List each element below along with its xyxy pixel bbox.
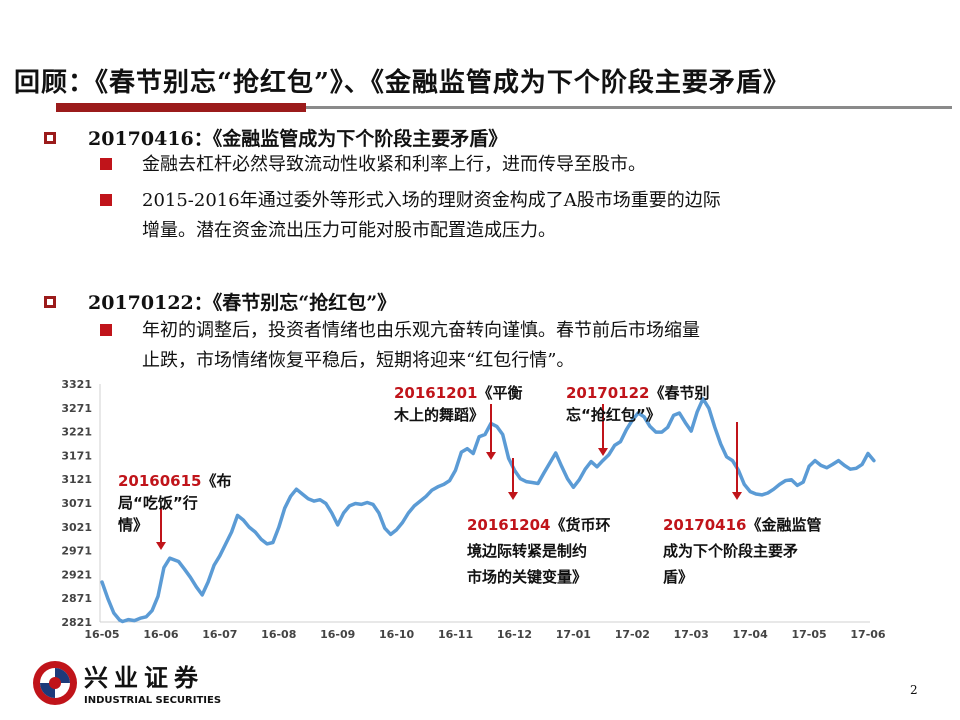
- y-tick-labels: 2821 2871 2921 2971 3021 3071 3121 3171 3221 3271…: [61, 378, 92, 629]
- company-logo: 兴业证券 INDUSTRIAL SECURITIES: [33, 661, 221, 706]
- x-tick-label: 16-09: [320, 628, 355, 641]
- annotation-line: 忘“抢红包”》: [566, 406, 661, 424]
- y-tick-label: 3121: [61, 473, 92, 486]
- y-tick-label: 3071: [61, 497, 92, 510]
- bullet-item: 2015-2016年通过委外等形式入场的理财资金构成了A股市场重要的边际 增量。…: [100, 186, 721, 246]
- annotation-line: 20161201《平衡: [394, 384, 523, 402]
- index-line-chart: 2821 2871 2921 2971 3021 3071 3121 3171 3221 3271…: [61, 378, 886, 641]
- bullet-text: 年初的调整后，投资者情绪也由乐观亢奋转向谨慎。春节前后市场缩量: [142, 320, 700, 341]
- x-tick-label: 16-06: [143, 628, 179, 641]
- y-tick-label: 3221: [61, 426, 92, 439]
- bullet-text: 增量。潜在资金流出压力可能对股市配置造成压力。: [142, 220, 556, 241]
- annotation-arrowhead: [598, 448, 608, 456]
- hollow-square-bullet-icon: [44, 132, 56, 144]
- x-tick-label: 16-11: [438, 628, 473, 641]
- annotation-arrowhead: [508, 492, 518, 500]
- x-tick-label: 17-02: [615, 628, 650, 641]
- section-heading-1: 20170416：《金融监管成为下个阶段主要矛盾》: [44, 124, 507, 151]
- x-tick-label: 17-04: [733, 628, 769, 641]
- filled-square-bullet-icon: [100, 194, 112, 206]
- hollow-square-bullet-icon: [44, 296, 56, 308]
- y-tick-label: 3021: [61, 521, 92, 534]
- annotation-line: 市场的关键变量》: [467, 568, 587, 586]
- annotation-line: 境边际转紧是制约: [467, 542, 587, 560]
- annotation-arrows: [156, 404, 742, 550]
- y-tick-label: 2921: [61, 568, 92, 581]
- logo-name-cn: 兴业证券: [84, 664, 204, 692]
- y-tick-label: 3321: [61, 378, 92, 391]
- x-tick-label: 17-03: [674, 628, 709, 641]
- annotation-line: 20170122《春节别: [566, 384, 710, 402]
- bullet-text: 金融去杠杆必然导致流动性收紧和利率上行，进而传导至股市。: [142, 154, 646, 175]
- annotation-line: 情》: [118, 516, 148, 534]
- annotation-line: 20161204《货币环: [467, 516, 611, 534]
- x-tick-label: 17-06: [850, 628, 886, 641]
- page-number: 2: [910, 683, 918, 697]
- annotation-arrowhead: [156, 542, 166, 550]
- title-accent-bar: [56, 103, 306, 112]
- page-title: 回顾：《春节别忘“抢红包”》、《金融监管成为下个阶段主要矛盾》: [14, 68, 790, 98]
- bullet-item: 年初的调整后，投资者情绪也由乐观亢奋转向谨慎。春节前后市场缩量 止跌，市场情绪恢…: [100, 316, 700, 376]
- y-tick-label: 2821: [61, 616, 92, 629]
- annotation-line: 20160615《布: [118, 472, 232, 490]
- section-heading-2: 20170122：《春节别忘“抢红包”》: [44, 288, 396, 315]
- y-tick-label: 2871: [61, 592, 92, 605]
- annotation-line: 盾》: [663, 568, 693, 586]
- annotation-line: 20170416《金融监管: [663, 516, 822, 534]
- section-heading-text: 20170416：《金融监管成为下个阶段主要矛盾》: [88, 128, 508, 150]
- y-tick-label: 3171: [61, 449, 92, 462]
- y-tick-label: 3271: [61, 402, 92, 415]
- y-tick-label: 2971: [61, 545, 92, 558]
- title-divider: [56, 106, 952, 109]
- x-tick-label: 17-01: [556, 628, 591, 641]
- x-tick-label: 16-07: [202, 628, 237, 641]
- x-tick-label: 17-05: [791, 628, 826, 641]
- series-line: [100, 397, 876, 624]
- bullet-text: 2015-2016年通过委外等形式入场的理财资金构成了A股市场重要的边际: [142, 190, 721, 211]
- filled-square-bullet-icon: [100, 158, 112, 170]
- annotation-line: 木上的舞蹈》: [393, 406, 484, 424]
- bullet-text: 止跌，市场情绪恢复平稳后，短期将迎来“红包行情”。: [142, 350, 575, 371]
- annotation-line: 局“吃饭”行: [117, 494, 198, 512]
- annotation-line: 成为下个阶段主要矛: [663, 542, 798, 560]
- x-tick-label: 16-10: [379, 628, 415, 641]
- section-heading-text: 20170122：《春节别忘“抢红包”》: [88, 292, 397, 314]
- annotation-arrowhead: [732, 492, 742, 500]
- filled-square-bullet-icon: [100, 324, 112, 336]
- x-tick-labels: 16-05 16-06 16-07 16-08 16-09 16-10 16-11 16-12…: [84, 628, 886, 641]
- logo-name-en: INDUSTRIAL SECURITIES: [84, 695, 221, 706]
- bullet-item: 金融去杠杆必然导致流动性收紧和利率上行，进而传导至股市。: [100, 150, 646, 180]
- annotation-arrowhead: [486, 452, 496, 460]
- x-tick-label: 16-05: [84, 628, 119, 641]
- x-tick-label: 16-08: [261, 628, 296, 641]
- x-tick-label: 16-12: [497, 628, 532, 641]
